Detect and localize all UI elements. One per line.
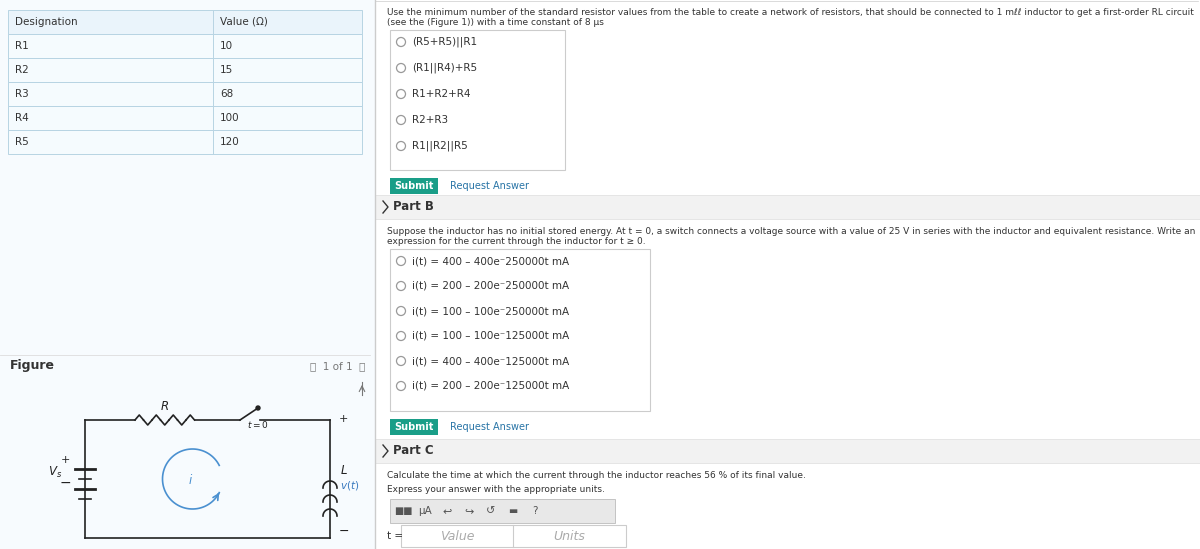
- Text: ↺: ↺: [486, 506, 496, 516]
- Text: i(t) = 100 – 100e⁻125000t mA: i(t) = 100 – 100e⁻125000t mA: [412, 331, 569, 341]
- Text: Submit: Submit: [395, 422, 433, 432]
- FancyBboxPatch shape: [0, 0, 374, 549]
- FancyBboxPatch shape: [8, 34, 362, 58]
- FancyBboxPatch shape: [8, 130, 362, 154]
- Text: Figure: Figure: [10, 359, 55, 372]
- Text: +: +: [340, 414, 348, 424]
- Text: ■■: ■■: [394, 506, 413, 516]
- Text: μA: μA: [418, 506, 432, 516]
- FancyBboxPatch shape: [401, 525, 626, 547]
- Text: R1+R2+R4: R1+R2+R4: [412, 89, 470, 99]
- Text: Part B: Part B: [394, 200, 434, 214]
- Text: i(t) = 200 – 200e⁻125000t mA: i(t) = 200 – 200e⁻125000t mA: [412, 381, 569, 391]
- Text: Request Answer: Request Answer: [450, 181, 529, 191]
- Text: Express your answer with the appropriate units.: Express your answer with the appropriate…: [386, 485, 605, 494]
- FancyBboxPatch shape: [8, 82, 362, 106]
- FancyBboxPatch shape: [8, 106, 362, 130]
- FancyBboxPatch shape: [390, 30, 565, 170]
- FancyBboxPatch shape: [374, 439, 1200, 463]
- Text: R2+R3: R2+R3: [412, 115, 448, 125]
- Text: 68: 68: [220, 89, 233, 99]
- Text: Part C: Part C: [394, 445, 433, 457]
- Text: i(t) = 400 – 400e⁻250000t mA: i(t) = 400 – 400e⁻250000t mA: [412, 256, 569, 266]
- Text: ?: ?: [533, 506, 538, 516]
- Text: 120: 120: [220, 137, 240, 147]
- Text: i(t) = 400 – 400e⁻125000t mA: i(t) = 400 – 400e⁻125000t mA: [412, 356, 569, 366]
- Text: 15: 15: [220, 65, 233, 75]
- Circle shape: [256, 406, 260, 410]
- Text: $t=0$: $t=0$: [247, 419, 269, 430]
- Text: (R5+R5)||R1: (R5+R5)||R1: [412, 37, 478, 47]
- Text: +: +: [60, 455, 70, 465]
- Text: i(t) = 200 – 200e⁻250000t mA: i(t) = 200 – 200e⁻250000t mA: [412, 281, 569, 291]
- Text: $i$: $i$: [187, 473, 193, 487]
- Text: 10: 10: [220, 41, 233, 51]
- Text: Request Answer: Request Answer: [450, 422, 529, 432]
- Text: $v(t)$: $v(t)$: [340, 479, 359, 492]
- Text: Suppose the inductor has no initial stored energy. At t = 0, a switch connects a: Suppose the inductor has no initial stor…: [386, 227, 1195, 247]
- Text: −: −: [340, 525, 349, 538]
- Text: Submit: Submit: [395, 181, 433, 191]
- Text: −: −: [59, 476, 71, 490]
- Text: ↪: ↪: [464, 506, 474, 516]
- Text: R2: R2: [14, 65, 29, 75]
- FancyBboxPatch shape: [390, 499, 616, 523]
- Text: $L$: $L$: [340, 464, 348, 477]
- Text: 100: 100: [220, 113, 240, 123]
- Text: $V_s$: $V_s$: [48, 465, 62, 480]
- FancyBboxPatch shape: [390, 178, 438, 194]
- Text: 〈  1 of 1  〉: 〈 1 of 1 〉: [310, 361, 365, 371]
- FancyBboxPatch shape: [390, 419, 438, 435]
- Text: R4: R4: [14, 113, 29, 123]
- Text: ▬: ▬: [509, 506, 517, 516]
- Text: Units: Units: [553, 529, 584, 542]
- Text: R5: R5: [14, 137, 29, 147]
- Text: (R1||R4)+R5: (R1||R4)+R5: [412, 63, 478, 73]
- Text: Use the minimum number of the standard resistor values from the table to create : Use the minimum number of the standard r…: [386, 8, 1194, 27]
- Text: R3: R3: [14, 89, 29, 99]
- FancyBboxPatch shape: [374, 195, 1200, 219]
- Text: $R$: $R$: [161, 400, 169, 413]
- Text: ↩: ↩: [443, 506, 451, 516]
- FancyBboxPatch shape: [8, 10, 362, 34]
- Text: t =: t =: [386, 531, 403, 541]
- FancyBboxPatch shape: [390, 249, 650, 411]
- Text: i(t) = 100 – 100e⁻250000t mA: i(t) = 100 – 100e⁻250000t mA: [412, 306, 569, 316]
- Text: Designation: Designation: [14, 17, 78, 27]
- Text: Calculate the time at which the current through the inductor reaches 56 % of its: Calculate the time at which the current …: [386, 471, 806, 480]
- Text: Value: Value: [439, 529, 474, 542]
- Text: R1||R2||R5: R1||R2||R5: [412, 141, 468, 152]
- Text: R1: R1: [14, 41, 29, 51]
- Text: Value (Ω): Value (Ω): [220, 17, 268, 27]
- FancyBboxPatch shape: [8, 58, 362, 82]
